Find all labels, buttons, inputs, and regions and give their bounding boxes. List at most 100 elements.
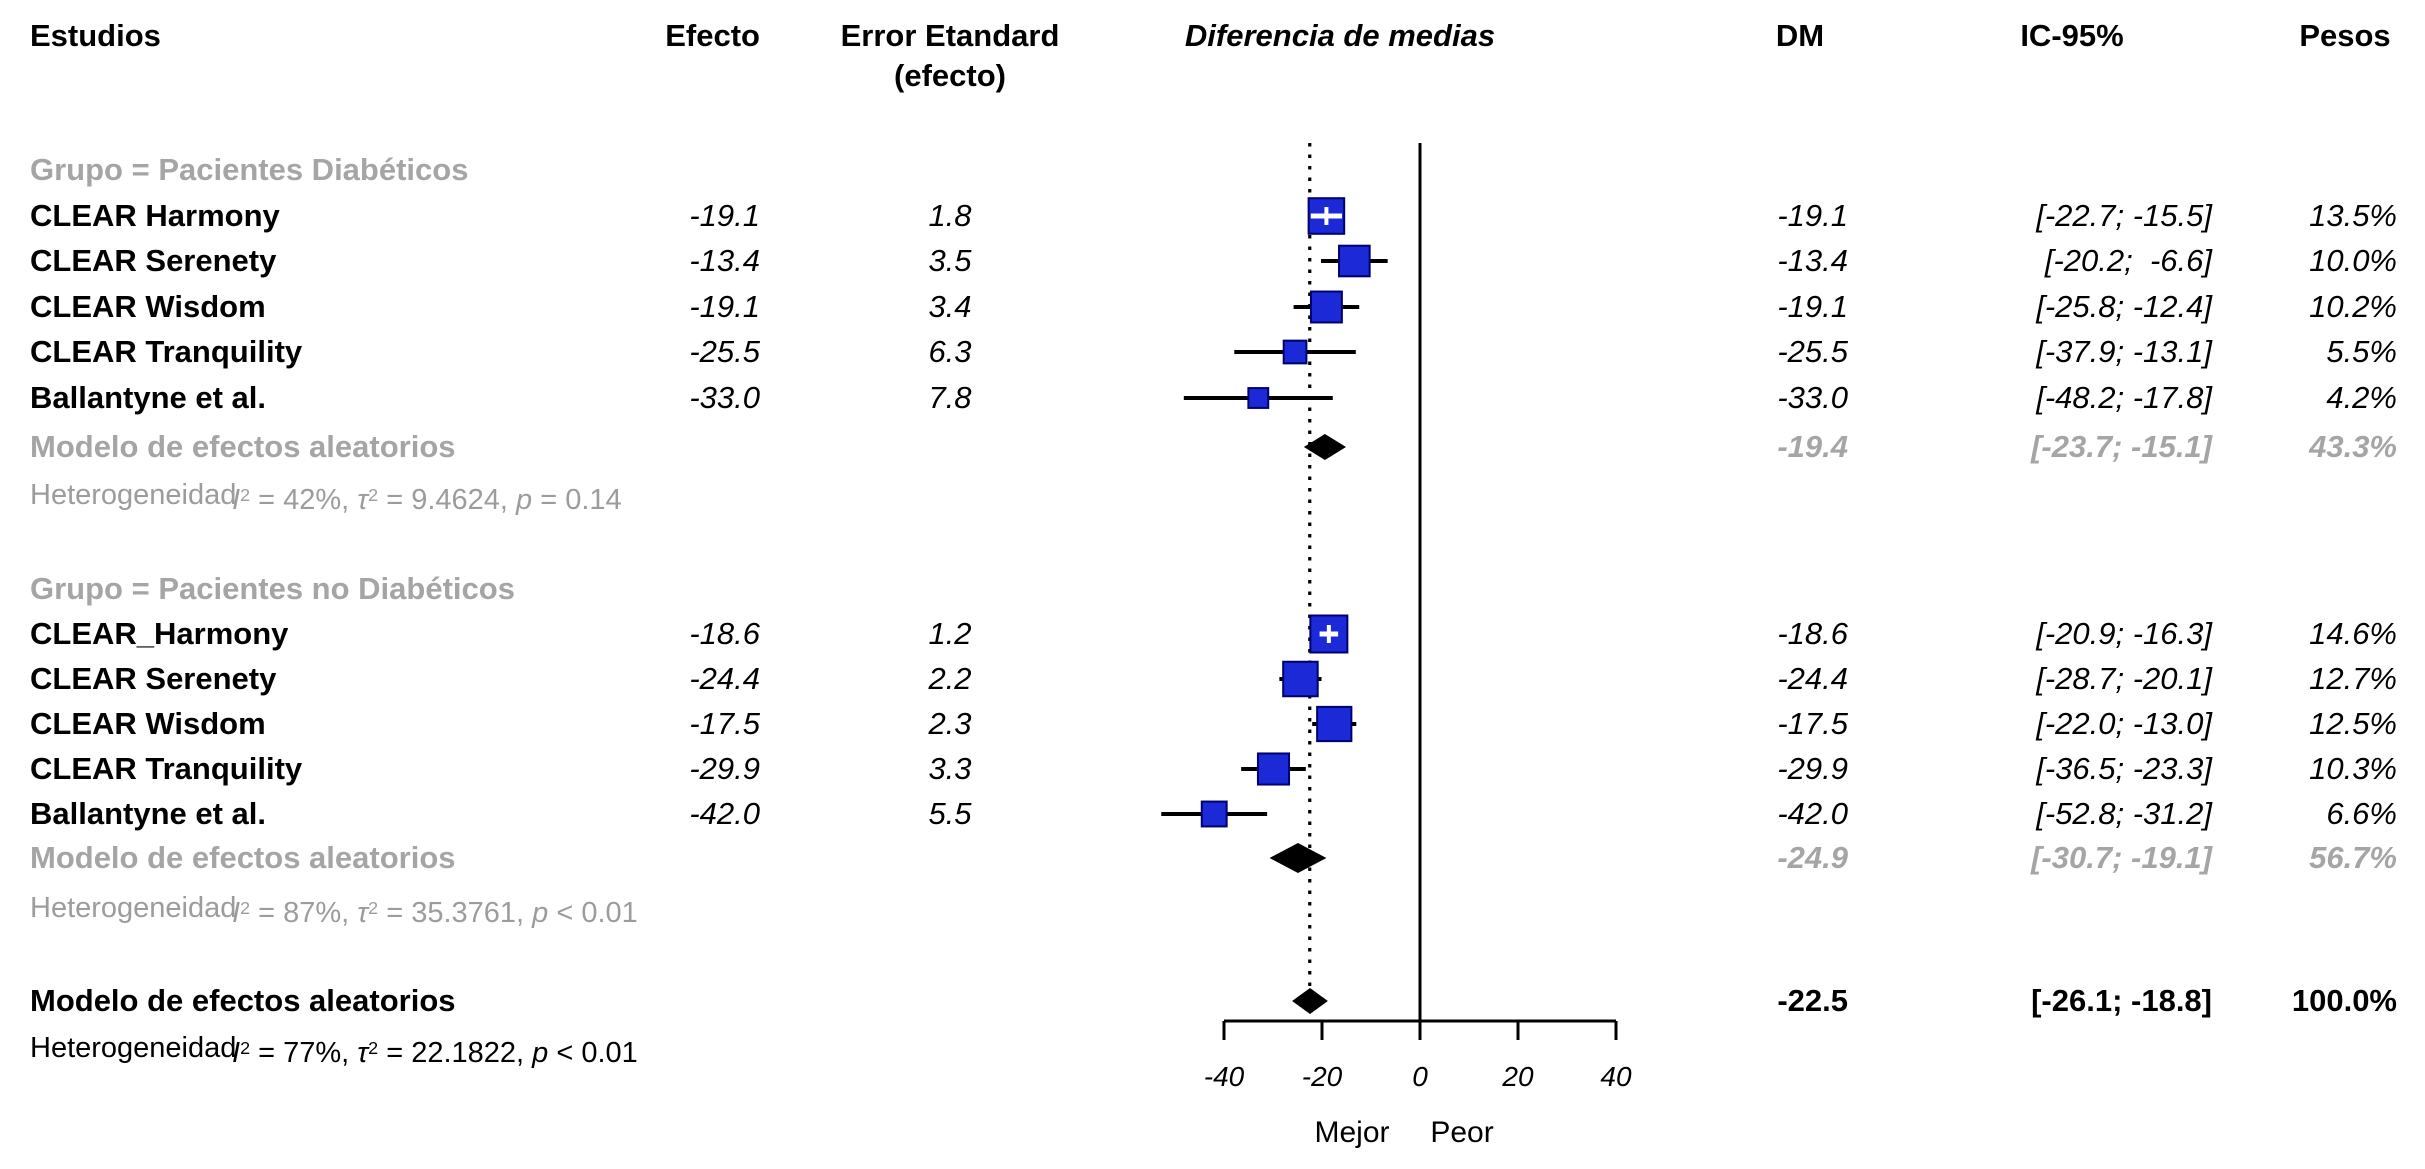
group-summary-dm-value: -24.9 xyxy=(1777,840,1848,875)
study-name: CLEAR Wisdom xyxy=(30,706,266,741)
heterogeneity-segment: 2 xyxy=(240,898,251,918)
study-weight-value: 12.5% xyxy=(2309,706,2397,741)
study-weight-square xyxy=(1282,339,1308,365)
study-weight-square xyxy=(1247,387,1270,409)
study-dm-value: -17.5 xyxy=(1777,706,1848,741)
heterogeneity-segment: < 0.01 xyxy=(548,897,638,930)
summary-diamond xyxy=(1269,843,1327,873)
study-name: CLEAR_Harmony xyxy=(30,616,289,651)
heterogeneity-segment: = 87%, xyxy=(250,897,358,930)
study-weight-value: 10.3% xyxy=(2309,751,2397,786)
group-summary-ci-value: [-23.7; -15.1] xyxy=(2031,429,2212,464)
study-weight-value: 13.5% xyxy=(2309,198,2397,233)
heterogeneity-segment: τ xyxy=(357,897,369,930)
heterogeneity-segment: = 0.14 xyxy=(532,484,622,517)
heterogeneity-segment: 2 xyxy=(368,485,379,505)
study-name: CLEAR Tranquility xyxy=(30,334,303,369)
group-heterogeneity-formula: I2 = 42%, τ2 = 9.4624, p = 0.14 xyxy=(232,474,622,516)
study-weight-square xyxy=(1309,290,1343,324)
column-header-pesos: Pesos xyxy=(2299,18,2391,53)
study-standard-error-value: 2.2 xyxy=(928,661,972,696)
x-axis-direction-label-mejor: Mejor xyxy=(1314,1116,1389,1149)
study-standard-error-value: 3.3 xyxy=(928,751,972,786)
study-name: CLEAR Serenety xyxy=(30,661,277,696)
study-dm-value: -18.6 xyxy=(1777,616,1848,651)
study-weight-value: 14.6% xyxy=(2309,616,2397,651)
heterogeneity-segment: I xyxy=(232,1037,241,1070)
study-dm-value: -42.0 xyxy=(1777,796,1848,831)
overall-weight-value: 100.0% xyxy=(2291,983,2397,1018)
overall-heterogeneity-formula: I2 = 77%, τ2 = 22.1822, p < 0.01 xyxy=(232,1027,638,1069)
x-axis-tick-label: -40 xyxy=(1204,1061,1245,1092)
heterogeneity-segment: τ xyxy=(357,1037,369,1070)
overall-heterogeneity-label: Heterogeneidad xyxy=(30,1032,237,1064)
group-label: Grupo = Pacientes no Diabéticos xyxy=(30,571,515,606)
study-dm-value: -25.5 xyxy=(1777,334,1848,369)
study-standard-error-value: 3.4 xyxy=(928,289,972,324)
heterogeneity-segment: = 9.4624, xyxy=(378,484,517,517)
heterogeneity-segment: 2 xyxy=(368,898,379,918)
study-name: Ballantyne et al. xyxy=(30,380,267,415)
study-effect-value: -19.1 xyxy=(689,198,760,233)
study-effect-value: -42.0 xyxy=(689,796,760,831)
study-effect-value: -29.9 xyxy=(689,751,760,786)
study-ci-value: [-22.0; -13.0] xyxy=(2036,706,2212,741)
study-dm-value: -33.0 xyxy=(1777,380,1848,415)
study-ci-value: [-25.8; -12.4] xyxy=(2036,289,2212,324)
study-standard-error-value: 1.8 xyxy=(928,198,972,233)
heterogeneity-segment: 2 xyxy=(368,1038,379,1058)
study-name: Ballantyne et al. xyxy=(30,796,267,831)
study-name: CLEAR Tranquility xyxy=(30,751,303,786)
column-header-ic95: IC-95% xyxy=(2020,18,2124,53)
heterogeneity-segment: = 77%, xyxy=(250,1037,358,1070)
heterogeneity-segment: p xyxy=(516,484,533,517)
study-standard-error-value: 1.2 xyxy=(928,616,972,651)
study-weight-value: 6.6% xyxy=(2326,796,2397,831)
study-name: CLEAR Wisdom xyxy=(30,289,266,324)
study-weight-value: 10.2% xyxy=(2309,289,2397,324)
x-axis-tick-label: 0 xyxy=(1412,1061,1428,1092)
study-name: CLEAR Harmony xyxy=(30,198,280,233)
study-effect-value: -18.6 xyxy=(689,616,760,651)
study-effect-value: -25.5 xyxy=(689,334,760,369)
study-weight-value: 12.7% xyxy=(2309,661,2397,696)
study-ci-value: [-22.7; -15.5] xyxy=(2036,198,2212,233)
heterogeneity-segment: = 42%, xyxy=(250,484,358,517)
study-dm-value: -24.4 xyxy=(1777,661,1848,696)
study-standard-error-value: 2.3 xyxy=(928,706,972,741)
study-name: CLEAR Serenety xyxy=(30,243,277,278)
overall-ci-value: [-26.1; -18.8] xyxy=(2031,983,2212,1018)
heterogeneity-segment: I xyxy=(232,897,241,930)
group-summary-dm-value: -19.4 xyxy=(1777,429,1848,464)
group-summary-ci-value: [-30.7; -19.1] xyxy=(2031,840,2212,875)
group-label: Grupo = Pacientes Diabéticos xyxy=(30,152,469,187)
x-axis-direction-label-peor: Peor xyxy=(1430,1116,1493,1149)
study-ci-value: [-20.2; -6.6] xyxy=(2044,243,2212,278)
overall-summary-label: Modelo de efectos aleatorios xyxy=(30,983,456,1018)
group-summary-weight-value: 56.7% xyxy=(2309,840,2397,875)
study-standard-error-value: 3.5 xyxy=(928,243,972,278)
heterogeneity-segment: = 35.3761, xyxy=(378,897,533,930)
summary-diamond xyxy=(1292,988,1328,1014)
study-effect-value: -24.4 xyxy=(689,661,760,696)
study-weight-value: 5.5% xyxy=(2326,334,2397,369)
group-heterogeneity-formula: I2 = 87%, τ2 = 35.3761, p < 0.01 xyxy=(232,887,638,929)
column-header-diferencia-de-medias: Diferencia de medias xyxy=(1184,18,1496,53)
study-ci-value: [-48.2; -17.8] xyxy=(2036,380,2212,415)
study-weight-square xyxy=(1316,705,1353,743)
study-effect-value: -17.5 xyxy=(689,706,760,741)
overall-dm-value: -22.5 xyxy=(1777,983,1848,1018)
heterogeneity-segment: = 22.1822, xyxy=(378,1037,533,1070)
study-effect-value: -33.0 xyxy=(689,380,760,415)
study-effect-value: -13.4 xyxy=(689,243,760,278)
x-axis-tick-label: -20 xyxy=(1302,1061,1343,1092)
study-ci-value: [-28.7; -20.1] xyxy=(2036,661,2212,696)
study-standard-error-value: 5.5 xyxy=(928,796,972,831)
column-header-efecto: Efecto xyxy=(665,18,760,53)
study-weight-value: 10.0% xyxy=(2309,243,2397,278)
group-summary-weight-value: 43.3% xyxy=(2309,429,2397,464)
study-ci-value: [-20.9; -16.3] xyxy=(2036,616,2212,651)
study-dm-value: -13.4 xyxy=(1777,243,1848,278)
